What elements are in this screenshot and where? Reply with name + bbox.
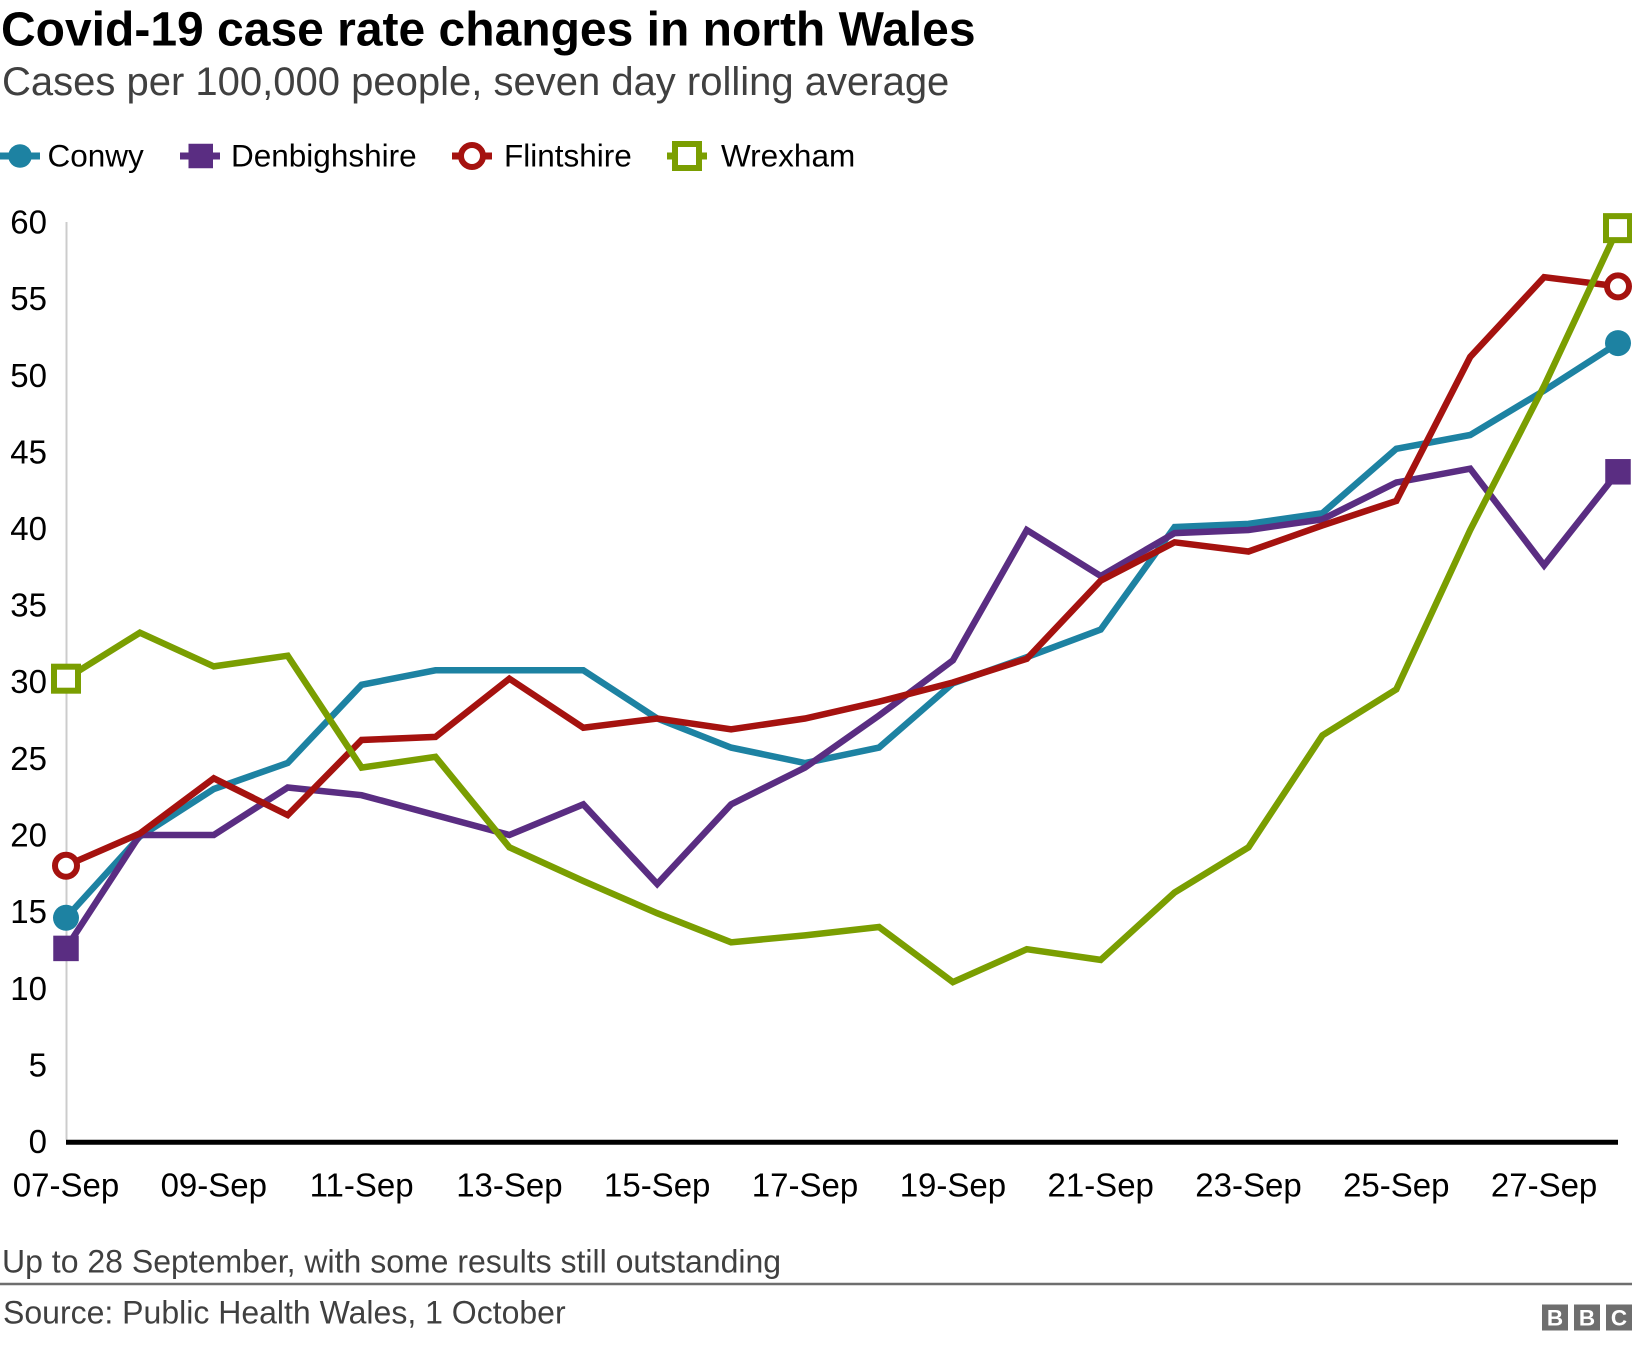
svg-text:09-Sep: 09-Sep (161, 1167, 267, 1204)
svg-text:50: 50 (10, 357, 47, 394)
svg-text:45: 45 (10, 433, 47, 470)
svg-text:10: 10 (10, 970, 47, 1007)
svg-text:Wrexham: Wrexham (721, 137, 855, 173)
svg-text:35: 35 (10, 587, 47, 624)
svg-text:23-Sep: 23-Sep (1195, 1167, 1301, 1204)
svg-text:25: 25 (10, 740, 47, 777)
svg-text:21-Sep: 21-Sep (1047, 1167, 1153, 1204)
svg-text:B: B (1547, 1306, 1563, 1331)
svg-text:55: 55 (10, 280, 47, 317)
svg-text:Conwy: Conwy (48, 137, 145, 173)
svg-text:C: C (1611, 1306, 1627, 1331)
svg-text:30: 30 (10, 663, 47, 700)
svg-text:40: 40 (10, 510, 47, 547)
svg-text:Source: Public Health Wales, 1: Source: Public Health Wales, 1 October (3, 1294, 566, 1330)
svg-text:07-Sep: 07-Sep (13, 1167, 119, 1204)
svg-text:Flintshire: Flintshire (504, 137, 632, 173)
svg-text:5: 5 (29, 1046, 47, 1083)
svg-text:60: 60 (10, 204, 47, 241)
svg-text:0: 0 (29, 1123, 47, 1160)
svg-text:B: B (1579, 1306, 1595, 1331)
svg-text:Up to 28 September, with some: Up to 28 September, with some results st… (2, 1244, 781, 1280)
svg-text:Cases per 100,000 people, seve: Cases per 100,000 people, seven day roll… (2, 60, 949, 104)
svg-text:25-Sep: 25-Sep (1343, 1167, 1449, 1204)
svg-text:27-Sep: 27-Sep (1491, 1167, 1597, 1204)
svg-text:15: 15 (10, 893, 47, 930)
svg-text:Covid-19 case rate changes in: Covid-19 case rate changes in north Wale… (1, 3, 976, 56)
svg-text:13-Sep: 13-Sep (456, 1167, 562, 1204)
svg-text:Denbighshire: Denbighshire (231, 137, 417, 173)
svg-text:11-Sep: 11-Sep (310, 1167, 414, 1204)
svg-text:19-Sep: 19-Sep (900, 1167, 1006, 1204)
svg-text:20: 20 (10, 817, 47, 854)
svg-text:17-Sep: 17-Sep (752, 1167, 858, 1204)
svg-text:15-Sep: 15-Sep (604, 1167, 710, 1204)
